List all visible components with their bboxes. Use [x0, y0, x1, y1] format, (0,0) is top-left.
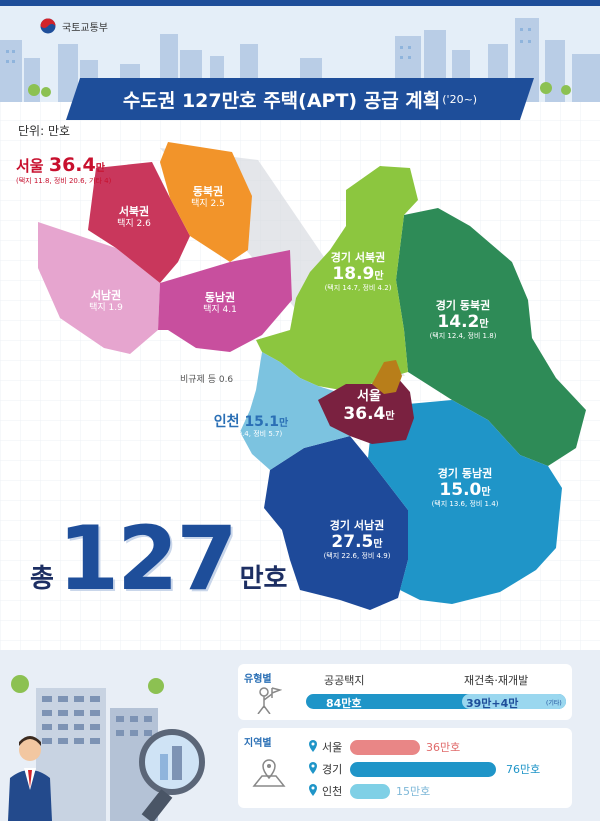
- redevelopment-bar: [462, 694, 566, 709]
- region-incheon-bar: [350, 784, 390, 799]
- region-incheon-label: 인천: [322, 785, 343, 798]
- label-gyeonggi-seonam: 경기 서남권 27.5만 (택지 22.6, 정비 4.9): [323, 519, 391, 561]
- label-seonam: 서남권 택지 1.9: [89, 289, 123, 313]
- label-seoul: 서울 36.4만: [343, 389, 395, 424]
- region-gyeonggi-value: 76만호: [506, 763, 541, 776]
- sudogwon-map: [240, 166, 586, 610]
- label-seobuk: 서북권 택지 2.6: [117, 205, 151, 229]
- label-gyeonggi-dongbuk: 경기 동북권 14.2만 (택지 12.4, 정비 1.8): [429, 299, 497, 341]
- region-gyeonggi-label: 경기: [322, 763, 343, 776]
- ministry-name: 국토교통부: [62, 22, 108, 34]
- government-emblem-icon: [40, 18, 56, 34]
- other-supply-note: 비규제 등 0.6: [180, 375, 234, 385]
- by-type-card: 유형별 공공택지 재건축·재개발 84만호 39만+4만 (기타): [238, 664, 572, 720]
- seoul-name: 서울: [16, 157, 44, 175]
- summary-panel: 유형별 공공택지 재건축·재개발 84만호 39만+4만 (기타) 지역별 서: [0, 650, 600, 821]
- redevelopment-label: 재건축·재개발: [464, 674, 529, 687]
- redevelopment-note: (기타): [546, 700, 562, 707]
- pin-seoul-icon: [309, 740, 317, 752]
- public-land-value: 84만호: [326, 697, 362, 710]
- label-gyeonggi-dongnam: 경기 동남권 15.0만 (택지 13.6, 정비 1.4): [431, 467, 499, 509]
- person-flag-icon: [257, 687, 282, 714]
- redevelopment-value: 39만+4만: [466, 697, 519, 710]
- total-supply: 총 127 만호: [30, 507, 288, 610]
- by-type-title: 유형별: [244, 674, 272, 685]
- label-dongnam: 동남권 택지 4.1: [203, 291, 237, 315]
- title-banner: 수도권 127만호 주택(APT) 공급 계획 ('20~): [66, 78, 534, 120]
- total-value: 127: [57, 507, 238, 610]
- region-seoul-value: 36만호: [426, 741, 461, 754]
- by-region-title: 지역별: [244, 738, 272, 749]
- ministry-brand: 국토교통부: [40, 18, 108, 34]
- region-seoul-bar: [350, 740, 420, 755]
- seoul-total-label: 서울 36.4만 (택지 11.8, 정비 20.6, 기타 4): [16, 154, 112, 185]
- region-seoul-label: 서울: [322, 741, 343, 754]
- region-incheon-value: 15만호: [396, 785, 431, 798]
- seoul-zoom-map: [38, 142, 292, 354]
- apartment-illustration: [8, 675, 205, 821]
- label-incheon: 인천 15.1만 (택지 9.4, 정비 5.7): [213, 414, 289, 439]
- public-land-label: 공공택지: [324, 674, 365, 687]
- label-gyeonggi-seobuk: 경기 서북권 18.9만 (택지 14.7, 정비 4.2): [324, 251, 392, 293]
- page-title: 수도권 127만호 주택(APT) 공급 계획: [122, 89, 441, 112]
- unit-label: 단위: 만호: [18, 124, 71, 138]
- pin-gyeonggi-icon: [309, 762, 317, 774]
- pin-incheon-icon: [309, 784, 317, 796]
- label-dongbuk: 동북권 택지 2.5: [191, 185, 225, 209]
- seoul-detail: (택지 11.8, 정비 20.6, 기타 4): [16, 177, 112, 185]
- map-pin-icon: [252, 759, 286, 787]
- seoul-value: 36.4: [48, 154, 96, 176]
- by-region-card: 지역별 서울 36만호 경기 76만호 인천 15만호: [238, 728, 572, 808]
- title-period: ('20~): [442, 92, 478, 106]
- region-gyeonggi-bar: [350, 762, 496, 777]
